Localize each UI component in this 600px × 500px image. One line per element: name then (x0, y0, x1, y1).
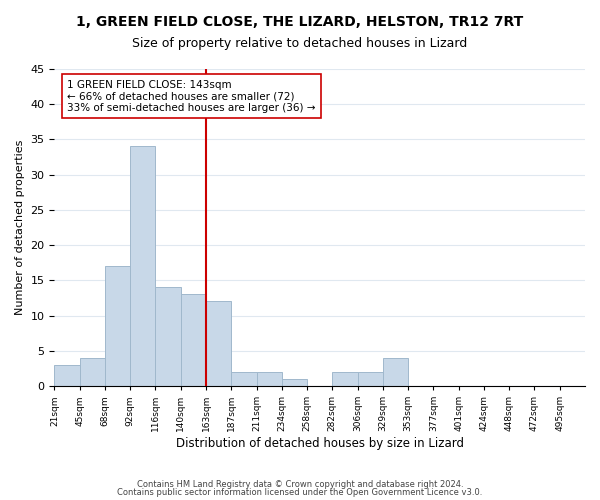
Text: 1 GREEN FIELD CLOSE: 143sqm
← 66% of detached houses are smaller (72)
33% of sem: 1 GREEN FIELD CLOSE: 143sqm ← 66% of det… (67, 80, 316, 113)
Bar (105, 266, 130, 386)
Bar (80, 358, 105, 386)
Bar (130, 146, 155, 386)
Bar (383, 358, 408, 386)
Text: Size of property relative to detached houses in Lizard: Size of property relative to detached ho… (133, 38, 467, 51)
Bar (257, 372, 282, 386)
Bar (181, 294, 206, 386)
Bar (282, 379, 307, 386)
X-axis label: Distribution of detached houses by size in Lizard: Distribution of detached houses by size … (176, 437, 464, 450)
Text: 1, GREEN FIELD CLOSE, THE LIZARD, HELSTON, TR12 7RT: 1, GREEN FIELD CLOSE, THE LIZARD, HELSTO… (76, 15, 524, 29)
Bar (231, 372, 257, 386)
Bar (155, 288, 181, 386)
Bar (332, 372, 358, 386)
Y-axis label: Number of detached properties: Number of detached properties (15, 140, 25, 315)
Bar (55, 365, 80, 386)
Bar (358, 372, 383, 386)
Text: Contains HM Land Registry data © Crown copyright and database right 2024.: Contains HM Land Registry data © Crown c… (137, 480, 463, 489)
Text: Contains public sector information licensed under the Open Government Licence v3: Contains public sector information licen… (118, 488, 482, 497)
Bar (206, 302, 231, 386)
